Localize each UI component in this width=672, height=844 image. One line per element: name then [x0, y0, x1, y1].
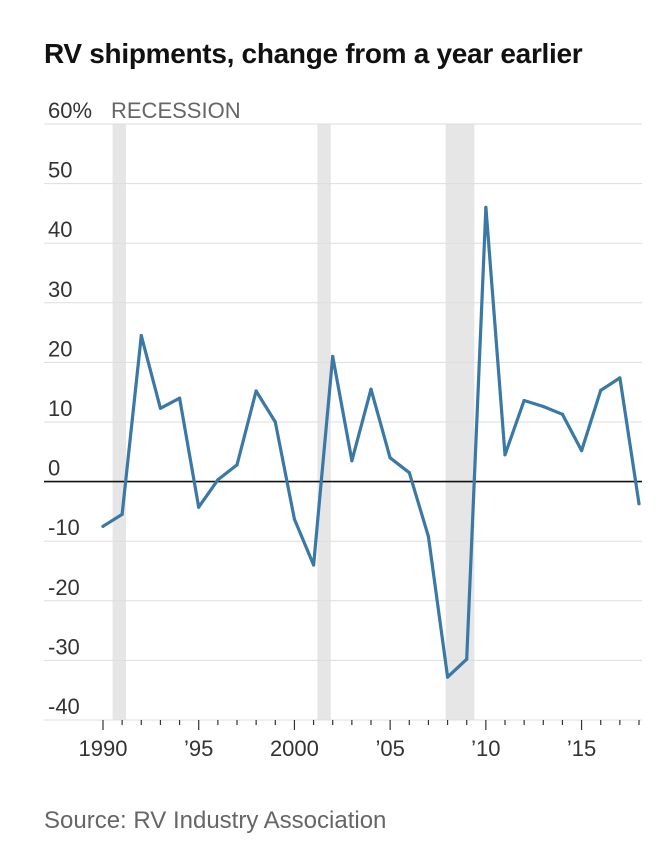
y-tick-label: -40 [48, 694, 80, 719]
y-tick-label: 40 [48, 217, 72, 242]
data-point [254, 389, 258, 393]
y-tick-label: 60% [48, 98, 92, 123]
y-tick-label: 10 [48, 396, 72, 421]
x-tick-label: ’95 [184, 736, 213, 761]
data-point [197, 505, 201, 509]
x-tick-label: ’15 [567, 736, 596, 761]
data-point [560, 412, 565, 416]
data-point [235, 463, 239, 467]
x-tick-label: ’10 [471, 736, 500, 761]
data-point [522, 398, 526, 403]
data-point [369, 387, 373, 391]
y-axis-labels: 60% 50 40 30 20 10 0 -10 -20 -30 -40 [48, 98, 92, 719]
series-line [101, 205, 641, 679]
data-point [579, 449, 584, 453]
y-tick-label: -30 [48, 634, 80, 659]
x-tick-label: 1990 [79, 736, 128, 761]
data-series [101, 205, 641, 679]
data-point [503, 453, 507, 457]
data-point [484, 205, 488, 210]
line-chart: 60% 50 40 30 20 10 0 -10 -20 -30 -40 1990 ’95 2000 ’0… [44, 98, 642, 761]
data-point [311, 563, 316, 567]
x-tick-label: ’05 [375, 736, 404, 761]
data-point [465, 657, 469, 661]
chart-title: RV shipments, change from a year earlier [44, 38, 583, 69]
data-point [426, 534, 431, 539]
data-point [445, 675, 450, 679]
data-point [273, 420, 277, 424]
y-tick-label: -10 [48, 515, 80, 540]
data-point [177, 396, 182, 400]
data-point [618, 376, 622, 380]
x-tick-label: 2000 [270, 736, 319, 761]
data-point [158, 406, 163, 410]
recession-label: RECESSION [111, 98, 241, 123]
data-point [541, 404, 545, 409]
y-tick-label: 0 [48, 456, 60, 481]
y-tick-label: 50 [48, 158, 72, 183]
y-tick-label: 20 [48, 336, 72, 361]
data-point [216, 478, 220, 482]
x-axis: 1990 ’95 2000 ’05 ’10 ’15 [79, 720, 640, 761]
annotations: RECESSION [111, 98, 241, 123]
data-point [101, 524, 105, 528]
y-tick-label: -20 [48, 575, 80, 600]
data-point [407, 471, 411, 475]
data-point [292, 517, 297, 521]
y-tick-label: 30 [48, 277, 72, 302]
gridlines [44, 123, 642, 721]
data-point [388, 456, 392, 460]
data-point [139, 333, 143, 338]
data-point [331, 354, 335, 359]
source-note: Source: RV Industry Association [44, 807, 387, 834]
data-point [599, 388, 603, 393]
data-point [120, 512, 124, 516]
data-point [350, 459, 354, 463]
data-point [637, 502, 641, 506]
